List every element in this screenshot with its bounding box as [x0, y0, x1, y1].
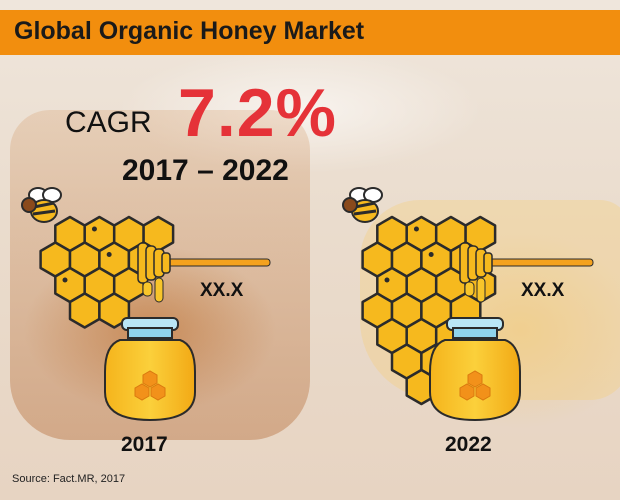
year-label-2017: 2017 — [121, 433, 168, 456]
bee-icon — [342, 187, 383, 223]
honeycomb-dot — [62, 277, 68, 283]
honey-dipper-icon — [137, 242, 271, 303]
cagr-label: CAGR — [65, 106, 152, 139]
bee-icon — [21, 187, 62, 223]
honey-dipper-icon — [459, 242, 594, 303]
year-label-2022: 2022 — [445, 433, 492, 456]
source-note: Source: Fact.MR, 2017 — [12, 473, 126, 485]
cagr-value: 7.2% — [178, 75, 337, 151]
page-title: Global Organic Honey Market — [14, 17, 365, 45]
honeycomb-dot — [106, 252, 112, 257]
honeycomb-dot — [91, 226, 97, 232]
honeycomb-icon — [39, 215, 175, 329]
title-bar — [0, 10, 620, 55]
honeycomb-dot — [428, 252, 434, 257]
market-value-2017: XX.X — [200, 280, 244, 301]
honeycomb-dot — [384, 277, 390, 283]
honey-jar-icon — [429, 317, 521, 422]
honeycomb-cell — [68, 292, 101, 329]
market-value-2022: XX.X — [521, 280, 565, 301]
forecast-period: 2017 – 2022 — [122, 154, 289, 187]
honeycomb-dot — [413, 226, 419, 232]
honeycomb-cell — [98, 292, 131, 329]
honey-jar-icon — [104, 317, 196, 422]
